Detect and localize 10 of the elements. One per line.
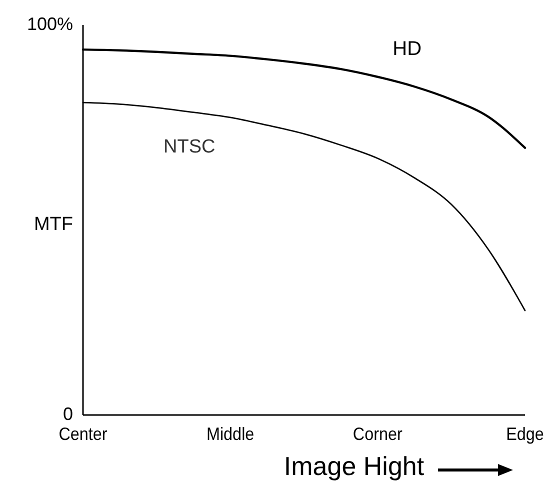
x-tick-label: Middle — [206, 424, 254, 444]
y-axis-title: MTF — [34, 214, 73, 236]
x-axis-title: Image Hight — [284, 451, 425, 481]
y-tick-label: 100% — [26, 14, 73, 34]
x-tick-label: Corner — [352, 424, 403, 444]
series-label: HD — [392, 38, 422, 60]
y-tick-label: 0 — [62, 404, 73, 424]
x-tick-label: Edge — [506, 424, 544, 444]
series-label: NTSC — [164, 136, 216, 158]
x-tick-label: Center — [58, 424, 108, 444]
